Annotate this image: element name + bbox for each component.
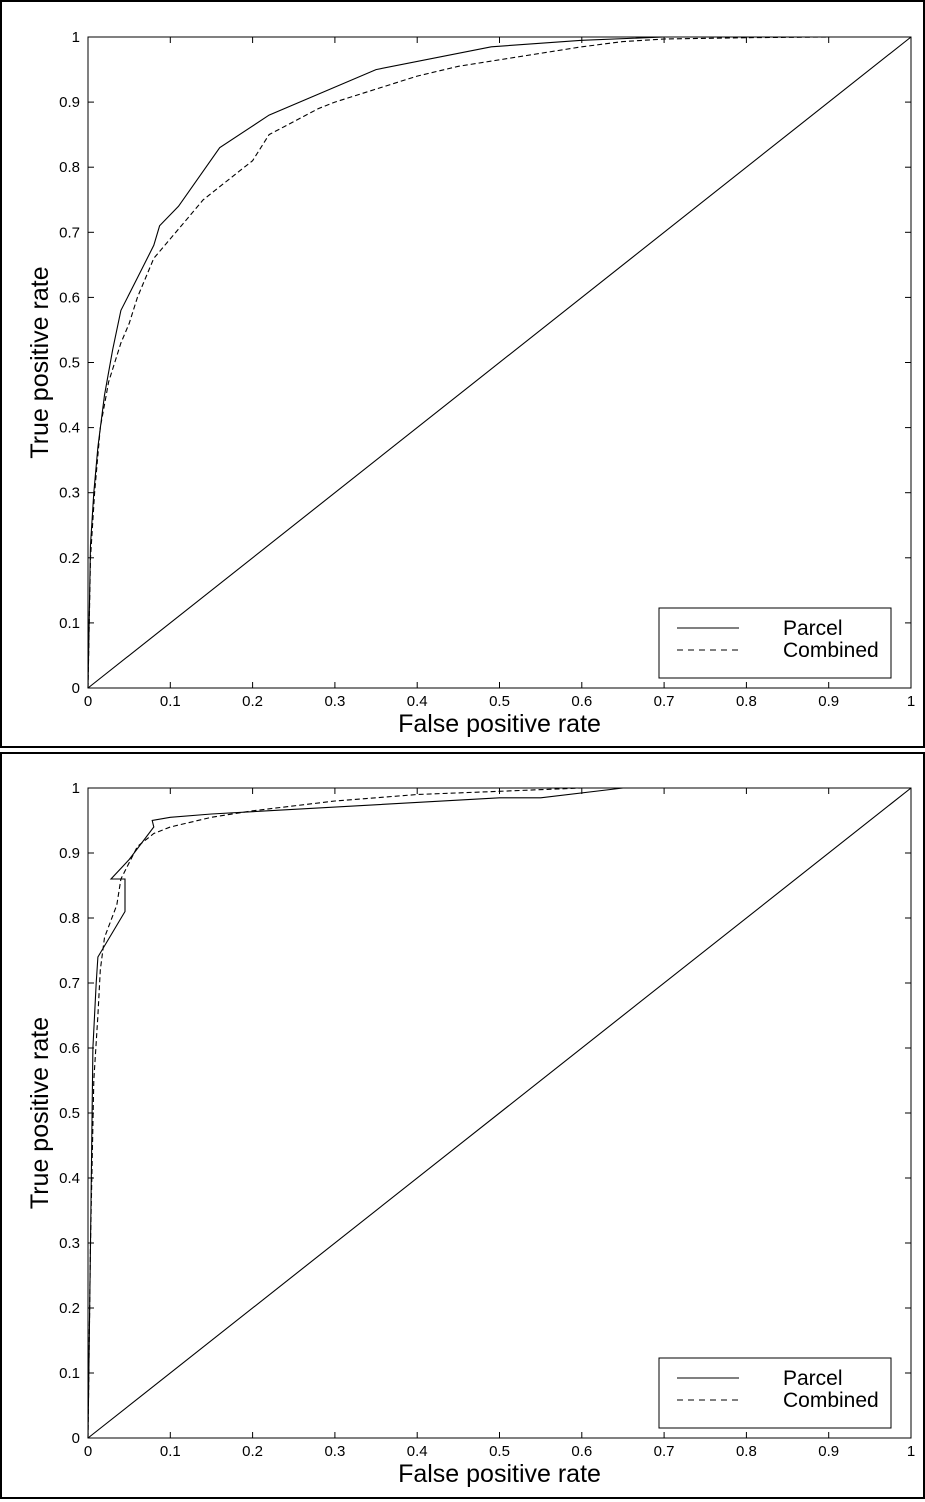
y-tick-label: 0.7 — [59, 224, 80, 241]
y-axis-label: True positive rate — [26, 266, 54, 458]
y-tick-label: 0.2 — [59, 1300, 80, 1317]
x-tick-label: 0.1 — [160, 693, 181, 710]
y-tick-label: 0.6 — [59, 289, 80, 306]
series-line-combined — [87, 787, 911, 1439]
y-tick-label: 0.9 — [59, 94, 80, 111]
x-tick-label: 0.3 — [324, 1443, 345, 1460]
x-tick-label: 0.6 — [571, 1443, 592, 1460]
y-tick-label: 0.1 — [59, 1365, 80, 1382]
y-tick-label: 1 — [72, 29, 80, 46]
x-tick-label: 0.1 — [160, 1443, 181, 1460]
y-tick-label: 0.3 — [59, 1235, 80, 1252]
x-tick-label: 0.3 — [324, 693, 345, 710]
series-line-combined — [87, 36, 911, 689]
y-tick-label: 0.4 — [59, 1170, 80, 1187]
x-tick-label: 1 — [907, 693, 915, 710]
x-tick-label: 0.8 — [736, 1443, 757, 1460]
y-tick-label: 0.6 — [59, 1040, 80, 1057]
x-tick-label: 0.2 — [242, 1443, 263, 1460]
x-axis-label: False positive rate — [398, 710, 601, 738]
legend-box — [658, 1357, 892, 1429]
legend-label-parcel: Parcel — [783, 617, 843, 640]
y-tick-label: 0 — [72, 1430, 80, 1447]
roc-panel-bottom: 0 0.1 0.2 0.3 0.4 0.5 0.6 0.7 0.8 0.9 1 0 0.1 0.2 0.3 0… — [0, 752, 925, 1499]
y-axis-label: True positive rate — [26, 1017, 54, 1209]
y-tick-label: 0.1 — [59, 615, 80, 632]
x-tick-label: 0.9 — [818, 693, 839, 710]
y-tick-label: 0.5 — [59, 355, 80, 372]
x-tick-label: 0 — [84, 1443, 92, 1460]
x-tick-label: 0.4 — [407, 1443, 428, 1460]
x-tick-label: 0.5 — [489, 693, 510, 710]
roc-chart-bottom: 0 0.1 0.2 0.3 0.4 0.5 0.6 0.7 0.8 0.9 1 0 0.1 0.2 0.3 0… — [26, 780, 915, 1488]
series-line-parcel — [87, 787, 911, 1439]
chance-diagonal-line — [87, 36, 912, 689]
x-tick-label: 0 — [84, 693, 92, 710]
x-tick-label: 1 — [907, 1443, 915, 1460]
y-tick-label: 0.3 — [59, 485, 80, 502]
x-tick-label: 0.2 — [242, 693, 263, 710]
legend-label-parcel: Parcel — [783, 1367, 843, 1390]
y-tick-label: 0.8 — [59, 159, 80, 176]
x-axis-label: False positive rate — [398, 1460, 601, 1488]
y-tick-label: 0.2 — [59, 550, 80, 567]
y-tick-label: 0.9 — [59, 845, 80, 862]
legend-box — [658, 607, 892, 679]
y-tick-label: 1 — [72, 780, 80, 797]
x-tick-label: 0.8 — [736, 693, 757, 710]
chance-diagonal-line — [87, 787, 912, 1439]
x-tick-label: 0.7 — [654, 1443, 675, 1460]
y-tick-label: 0.5 — [59, 1105, 80, 1122]
x-tick-label: 0.6 — [571, 693, 592, 710]
y-tick-label: 0.4 — [59, 420, 80, 437]
x-tick-label: 0.4 — [407, 693, 428, 710]
x-tick-label: 0.7 — [654, 693, 675, 710]
x-tick-label: 0.9 — [818, 1443, 839, 1460]
y-tick-label: 0 — [72, 680, 80, 697]
legend-label-combined: Combined — [783, 1389, 879, 1412]
roc-chart-top: 0 0.1 0.2 0.3 0.4 0.5 0.6 0.7 0.8 0.9 1 0 0.1 0.2 0.3 0… — [26, 29, 915, 738]
legend-label-combined: Combined — [783, 639, 879, 662]
roc-panel-top: 0 0.1 0.2 0.3 0.4 0.5 0.6 0.7 0.8 0.9 1 0 0.1 0.2 0.3 0… — [0, 0, 925, 748]
y-tick-label: 0.8 — [59, 910, 80, 927]
y-tick-label: 0.7 — [59, 975, 80, 992]
x-tick-label: 0.5 — [489, 1443, 510, 1460]
